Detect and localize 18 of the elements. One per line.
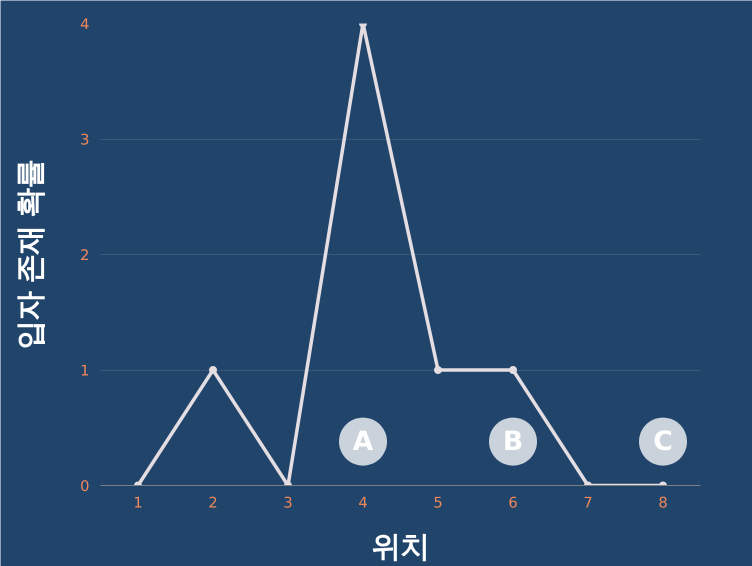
x-tick-label: 7 <box>583 494 593 512</box>
y-tick-label: 0 <box>80 478 90 495</box>
point <box>434 366 442 374</box>
y-axis-title: 입자 존재 확률 <box>14 159 48 350</box>
y-tick-label: 4 <box>80 16 90 33</box>
y-tick-label: 1 <box>80 362 90 380</box>
y-tick-label: 2 <box>80 247 90 264</box>
point <box>509 366 517 374</box>
point <box>209 366 217 374</box>
x-axis-title: 위치 <box>372 530 430 564</box>
x-tick-label: 2 <box>208 494 218 512</box>
x-tick-label: 5 <box>433 494 443 512</box>
x-tick-label: 4 <box>358 494 368 512</box>
x-tick-label: 6 <box>508 494 518 512</box>
x-tick-label: 8 <box>658 494 668 512</box>
x-tick-label: 1 <box>133 494 143 512</box>
x-tick-label: 3 <box>283 494 293 512</box>
y-tick-label: 3 <box>80 132 90 148</box>
